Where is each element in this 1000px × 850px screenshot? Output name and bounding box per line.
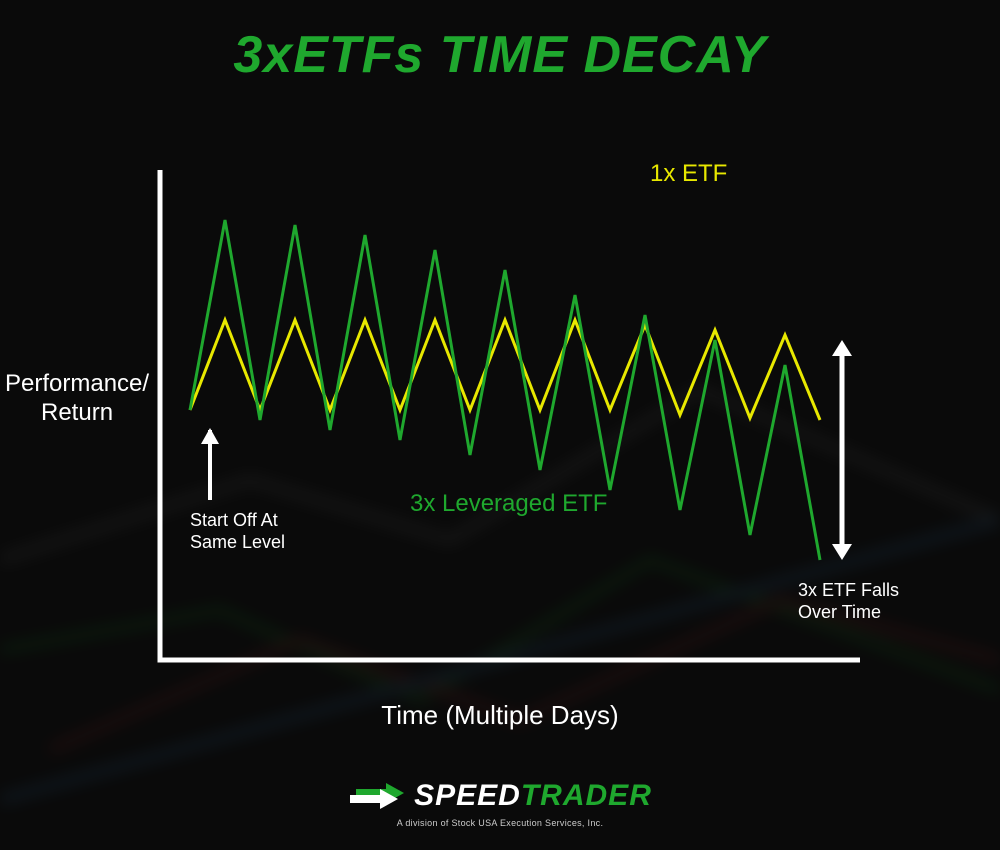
logo: SPEEDTRADER A division of Stock USA Exec… [0, 779, 1000, 828]
logo-text-speed: SPEED [414, 779, 521, 812]
annotation-falls: 3x ETF FallsOver Time [798, 580, 899, 623]
chart-area [130, 140, 870, 680]
chart-svg [130, 140, 870, 680]
logo-text-trader: TRADER [521, 779, 652, 812]
x-axis-label: Time (Multiple Days) [0, 700, 1000, 731]
y-axis-label: Performance/Return [5, 370, 149, 428]
logo-subtitle: A division of Stock USA Execution Servic… [0, 818, 1000, 828]
series-label-3x: 3x Leveraged ETF [410, 490, 607, 518]
series-label-1x: 1x ETF [650, 160, 727, 188]
logo-arrow-icon [348, 781, 406, 811]
annotation-start: Start Off AtSame Level [190, 510, 285, 553]
chart-title: 3xETFs TIME DECAY [0, 25, 1000, 85]
